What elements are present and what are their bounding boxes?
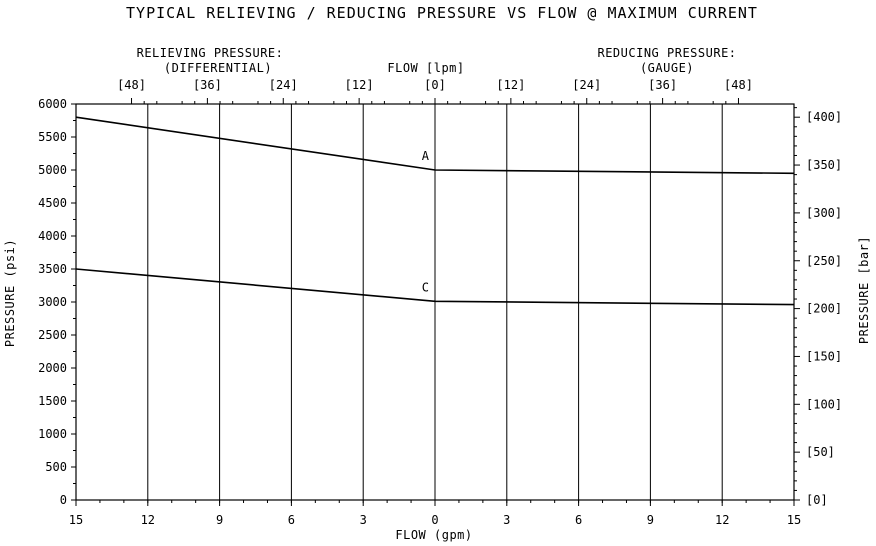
- y2-tick-label: [400]: [806, 110, 842, 124]
- x-tick-label: 3: [503, 513, 510, 527]
- relieving-label-line2: (DIFFERENTIAL): [164, 61, 272, 75]
- x-tick-label: 0: [431, 513, 438, 527]
- x2-tick-label: [24]: [269, 78, 298, 92]
- x-tick-label: 6: [288, 513, 295, 527]
- y-tick-label: 3500: [38, 262, 67, 276]
- series-label-a: A: [422, 149, 430, 163]
- y-tick-label: 4500: [38, 196, 67, 210]
- series-line-a: [75, 116, 795, 175]
- y-tick-label: 2500: [38, 328, 67, 342]
- y2-tick-label: [0]: [806, 493, 828, 507]
- x-tick-label: 9: [647, 513, 654, 527]
- x2-tick-label: [48]: [117, 78, 146, 92]
- y2-tick-label: [50]: [806, 445, 835, 459]
- x-tick-label: 9: [216, 513, 223, 527]
- ticks: 15 12 9 6 3 0 3 6 9 12 150500100015002000250030003…: [38, 78, 842, 527]
- y-axis-title: PRESSURE (psi): [3, 239, 17, 347]
- x2-tick-label: [12]: [496, 78, 525, 92]
- x-axis-title: FLOW (gpm): [395, 528, 472, 542]
- y-tick-label: 500: [45, 460, 67, 474]
- x2-tick-label: [0]: [424, 78, 446, 92]
- y-tick-label: 3000: [38, 295, 67, 309]
- x2-tick-label: [48]: [724, 78, 753, 92]
- x-tick-label: 15: [787, 513, 801, 527]
- y2-tick-label: [100]: [806, 397, 842, 411]
- x-tick-label: 15: [69, 513, 83, 527]
- relieving-label-line1: RELIEVING PRESSURE:: [137, 46, 284, 60]
- reducing-label-line1: REDUCING PRESSURE:: [597, 46, 736, 60]
- y-tick-label: 2000: [38, 361, 67, 375]
- x2-tick-label: [36]: [648, 78, 677, 92]
- y-tick-label: 1000: [38, 427, 67, 441]
- x-tick-label: 12: [715, 513, 729, 527]
- y-tick-label: 0: [60, 493, 67, 507]
- y2-tick-label: [250]: [806, 254, 842, 268]
- y2-tick-label: [350]: [806, 158, 842, 172]
- y2-tick-label: [150]: [806, 349, 842, 363]
- x2-tick-label: [12]: [345, 78, 374, 92]
- y-tick-label: 5000: [38, 163, 67, 177]
- x2-tick-label: [36]: [193, 78, 222, 92]
- chart-title: TYPICAL RELIEVING / REDUCING PRESSURE VS…: [126, 4, 758, 22]
- x-tick-label: 12: [141, 513, 155, 527]
- y2-tick-label: [300]: [806, 206, 842, 220]
- series-label-c: C: [422, 280, 429, 294]
- x-tick-label: 6: [575, 513, 582, 527]
- y-tick-label: 6000: [38, 97, 67, 111]
- top-axis-title: FLOW [lpm]: [387, 61, 464, 75]
- x2-tick-label: [24]: [572, 78, 601, 92]
- y-tick-label: 5500: [38, 130, 67, 144]
- y-tick-label: 1500: [38, 394, 67, 408]
- x-tick-label: 3: [360, 513, 367, 527]
- reducing-label-line2: (GAUGE): [640, 61, 694, 75]
- y2-tick-label: [200]: [806, 302, 842, 316]
- series-line-c: [75, 268, 795, 306]
- series-lines: AC: [75, 116, 795, 306]
- y-tick-label: 4000: [38, 229, 67, 243]
- y2-axis-title: PRESSURE [bar]: [857, 236, 871, 344]
